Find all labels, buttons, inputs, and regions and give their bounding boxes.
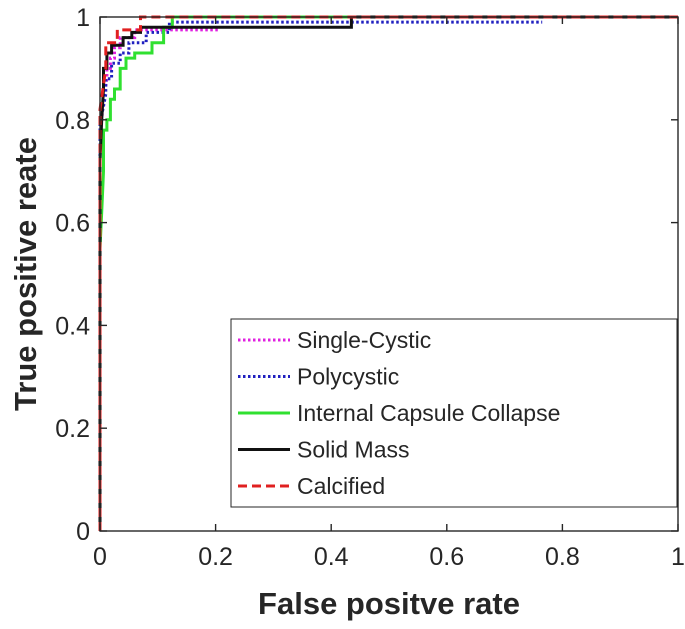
y-tick-label: 0.6 [55, 210, 90, 238]
y-axis-label: True positive reate [8, 137, 43, 411]
plot-lines [98, 15, 678, 531]
legend-label: Calcified [297, 473, 385, 499]
legend-label: Internal Capsule Collapse [297, 400, 560, 426]
axis-ticks: 0 0.2 0.4 0.6 0.8 1 0 0.2 0.4 0.6 0.8 1 [55, 4, 685, 571]
series-line-internal-capsule-collapse [98, 15, 678, 531]
series-line-calcified [98, 15, 678, 531]
x-tick-label: 0 [93, 543, 107, 571]
x-tick-label: 0.6 [429, 543, 464, 571]
plot-frame [99, 16, 679, 532]
series-line-polycystic [98, 20, 543, 531]
y-tick-label: 0.8 [55, 107, 90, 135]
x-axis-label: False positve rate [258, 586, 520, 621]
x-tick-label: 0.8 [545, 543, 580, 571]
legend-label: Solid Mass [297, 437, 409, 463]
x-tick-label: 0.2 [198, 543, 233, 571]
x-tick-label: 0.4 [314, 543, 349, 571]
y-tick-label: 0.2 [55, 415, 90, 443]
y-tick-label: 0.4 [55, 312, 90, 340]
x-tick-label: 1 [671, 543, 685, 571]
legend-label: Polycystic [297, 364, 399, 390]
legend-label: Single-Cystic [297, 327, 431, 353]
legend-box [230, 318, 678, 508]
y-tick-label: 1 [76, 4, 90, 32]
y-tick-label: 0 [76, 518, 90, 546]
legend: Single-Cystic Polycystic Internal Capsule … [230, 318, 678, 508]
